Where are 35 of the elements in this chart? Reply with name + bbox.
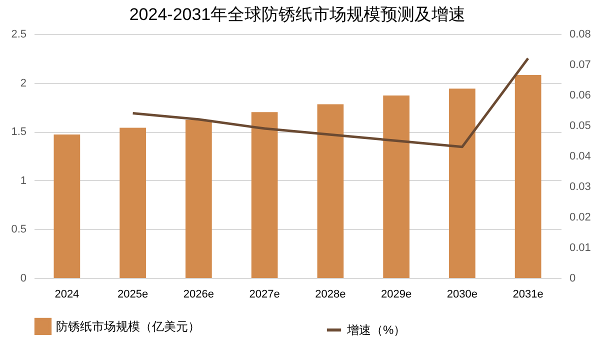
x-tick-label: 2027e — [249, 288, 280, 300]
y2-tick-label: 0.05 — [570, 120, 591, 132]
bar — [514, 74, 542, 278]
y-tick-label: 0 — [20, 272, 26, 284]
y2-tick-label: 0 — [570, 272, 576, 284]
bar — [120, 128, 146, 278]
y2-tick-label: 0.06 — [570, 90, 591, 102]
bar — [383, 95, 410, 278]
y-tick-label: 1 — [20, 174, 26, 187]
x-tick-label: 2028e — [315, 288, 346, 300]
x-tick-label: 2030e — [446, 288, 478, 300]
x-tick-label: 2025e — [118, 288, 148, 300]
x-tick-label: 2031e — [512, 288, 544, 300]
bar — [251, 112, 278, 278]
y2-tick-label: 0.07 — [570, 59, 591, 71]
chart-title: 2024-2031年全球防锈纸市场规模预测及增速 — [129, 5, 466, 24]
y-tick-label: 0.5 — [11, 224, 26, 236]
x-tick-label: 2026e — [183, 288, 214, 300]
legend-label: 增速（%） — [346, 323, 406, 337]
bar — [54, 134, 80, 278]
y2-tick-label: 0.04 — [570, 150, 591, 162]
y2-tick-label: 0.03 — [570, 181, 591, 193]
y-tick-label: 2.5 — [11, 28, 26, 40]
bar — [186, 120, 212, 278]
legend-label: 防锈纸市场规模（亿美元） — [56, 319, 200, 334]
y-tick-label: 2 — [20, 77, 26, 90]
y2-tick-label: 0.02 — [570, 212, 591, 224]
bar — [317, 104, 344, 278]
line-series — [132, 57, 530, 148]
bar — [449, 88, 476, 278]
x-tick-label: 2029e — [381, 288, 412, 300]
y2-tick-label: 0.08 — [570, 28, 591, 40]
y-tick-label: 1.5 — [11, 126, 26, 138]
x-tick-label: 2024 — [54, 288, 80, 300]
y2-tick-label: 0.01 — [570, 242, 591, 254]
